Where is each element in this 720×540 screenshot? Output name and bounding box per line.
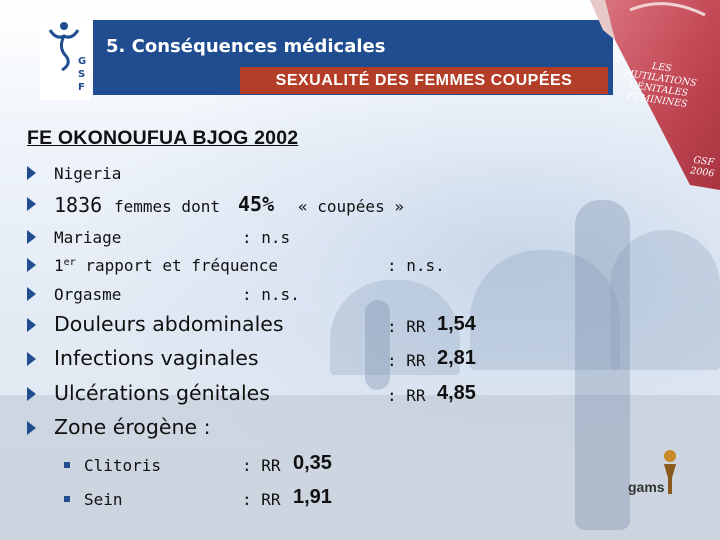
background-hut — [330, 280, 460, 375]
rr-value: 4,85 — [437, 382, 476, 404]
item-label: Orgasme — [54, 285, 122, 304]
cut-percent: 45% — [238, 192, 275, 216]
rr-prefix: : RR — [387, 386, 426, 405]
gams-logo — [664, 450, 676, 494]
sub-bullet-icon — [64, 462, 70, 468]
slide-subtitle: SEXUALITÉ DES FEMMES COUPÉES — [240, 67, 608, 94]
bullet-icon — [27, 287, 36, 301]
item-label: Mariage — [54, 228, 122, 247]
rr-prefix: : RR — [387, 351, 426, 370]
study-title: FE OKONOUFUA BJOG 2002 — [27, 127, 299, 149]
bullet-icon — [27, 318, 36, 332]
background-figure — [575, 200, 630, 530]
bullet-icon — [27, 387, 36, 401]
rr-prefix: : RR — [387, 317, 426, 336]
sub-item-label: Sein — [84, 490, 123, 509]
background-hut — [610, 230, 720, 370]
outcome-label: Zone érogène : — [54, 415, 211, 439]
cut-percent-suffix: « coupées » — [298, 197, 404, 216]
rr-value: 0,35 — [293, 452, 332, 474]
bullet-icon — [27, 166, 36, 180]
rr-value: 1,91 — [293, 486, 332, 508]
outcome-label: Douleurs abdominales — [54, 312, 284, 336]
bullet-icon — [27, 421, 36, 435]
gsf-logo-letter: G — [78, 56, 87, 67]
gsf-logo-letter: S — [78, 69, 86, 80]
gams-logo-text: gams — [628, 479, 665, 495]
rr-value: 1,54 — [437, 313, 476, 335]
slide-title: 5. Conséquences médicales — [106, 36, 386, 57]
bullet-icon — [27, 258, 36, 272]
women-count: 1836 — [54, 193, 103, 217]
background-figure — [365, 300, 390, 390]
background-hut — [470, 250, 620, 370]
rr-prefix: : RR — [242, 490, 281, 509]
women-count-suffix: femmes dont — [114, 197, 220, 216]
sub-item-label: Clitoris — [84, 456, 162, 475]
outcome-label: Ulcérations génitales — [54, 381, 270, 405]
rr-prefix: : RR — [242, 456, 281, 475]
country-label: Nigeria — [54, 164, 122, 183]
bullet-icon — [27, 230, 36, 244]
item-result: : n.s — [242, 228, 291, 247]
item-result: : n.s. — [242, 285, 300, 304]
book-image — [590, 0, 720, 190]
outcome-label: Infections vaginales — [54, 346, 259, 370]
rr-value: 2,81 — [437, 347, 476, 369]
bullet-icon — [27, 197, 36, 211]
bullet-icon — [27, 352, 36, 366]
gsf-logo-letter: F — [78, 82, 85, 93]
item-label: 1er rapport et fréquence — [54, 256, 278, 275]
gsf-logo — [40, 18, 90, 100]
item-result: : n.s. — [387, 256, 445, 275]
background-ground — [0, 395, 720, 540]
sub-bullet-icon — [64, 496, 70, 502]
